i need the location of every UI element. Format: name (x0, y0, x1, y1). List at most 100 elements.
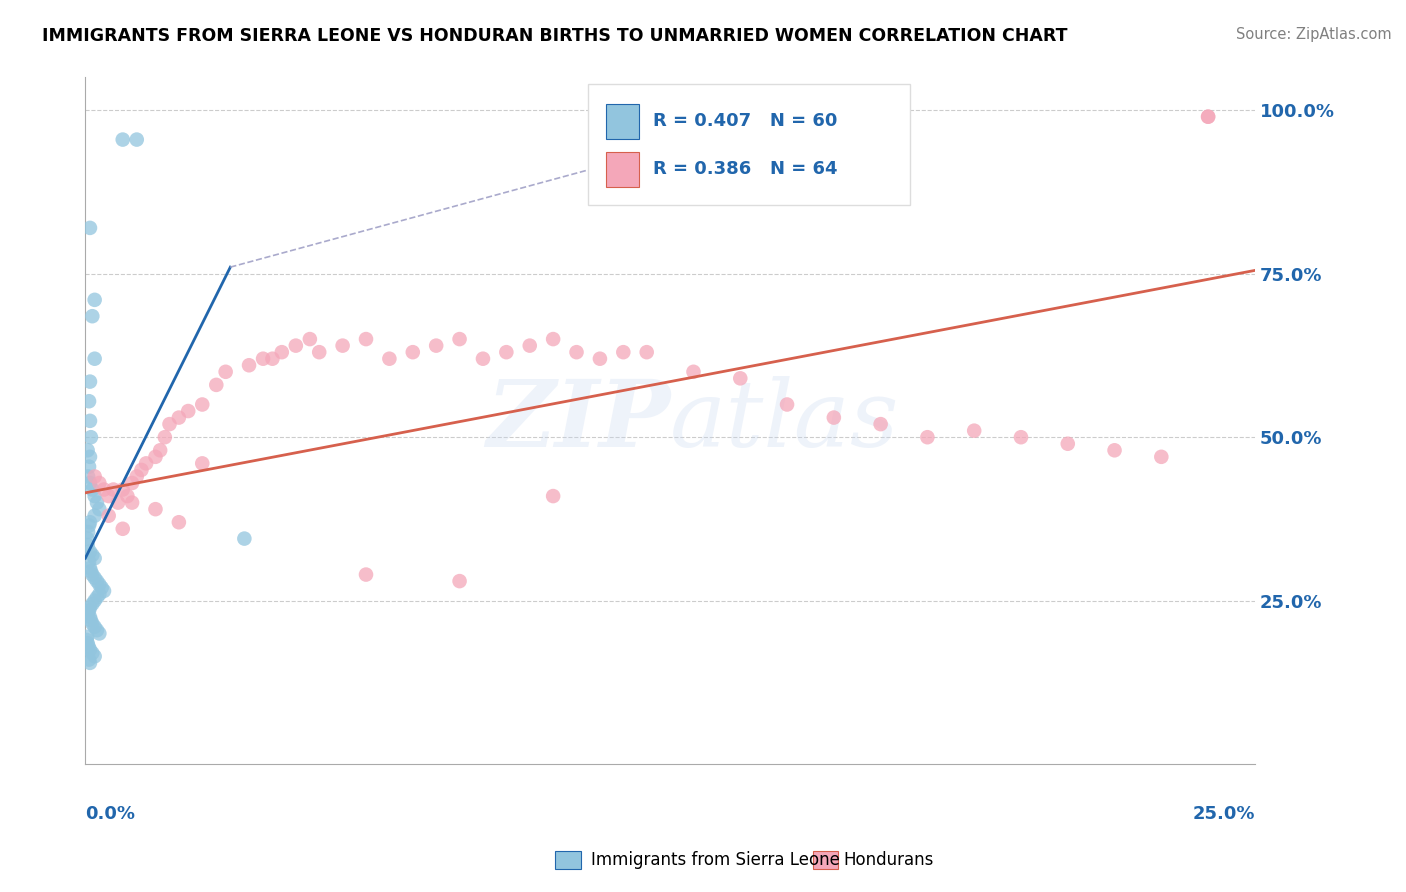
Point (79, 656, 101, 670)
Text: ZIP: ZIP (486, 376, 671, 466)
Point (121, 495, 143, 509)
Point (541, 332, 564, 346)
Text: Hondurans: Hondurans (844, 851, 934, 869)
Point (97, 489, 120, 503)
Point (80, 613, 103, 627)
Point (83, 649, 105, 664)
Point (869, 417, 891, 431)
Point (449, 332, 471, 346)
Point (519, 338, 541, 352)
Point (79, 515, 101, 529)
Point (262, 351, 284, 366)
Point (495, 345, 517, 359)
Point (79, 610, 101, 624)
Point (354, 332, 377, 346)
Point (79, 475, 101, 490)
Point (93, 583, 115, 598)
Point (472, 351, 495, 366)
Bar (606, 152, 638, 187)
Point (541, 489, 564, 503)
Point (93, 483, 115, 497)
Point (79, 544, 101, 558)
Point (89, 577, 111, 591)
Point (83, 293, 105, 307)
Point (111, 522, 134, 536)
Point (77, 518, 100, 533)
Point (77, 469, 100, 483)
Point (332, 338, 354, 352)
Point (823, 410, 845, 425)
Point (963, 424, 986, 438)
Text: 0.0%: 0.0% (86, 805, 135, 823)
Point (425, 338, 447, 352)
Point (167, 515, 190, 529)
Point (82, 567, 104, 582)
Point (298, 332, 321, 346)
Point (149, 443, 172, 458)
Text: R = 0.407   N = 60: R = 0.407 N = 60 (652, 112, 837, 130)
Point (103, 483, 125, 497)
Point (117, 489, 139, 503)
Point (776, 397, 799, 411)
Point (76, 632, 98, 647)
Point (82, 309, 104, 323)
Point (83, 571, 105, 585)
Point (86, 623, 108, 637)
Point (79, 561, 101, 575)
Point (82, 548, 104, 562)
Point (79, 450, 101, 464)
Point (214, 365, 236, 379)
Point (131, 463, 153, 477)
Point (167, 410, 190, 425)
Point (191, 456, 214, 470)
Point (589, 351, 612, 366)
Point (77, 524, 100, 539)
Point (270, 345, 292, 359)
Point (378, 351, 401, 366)
Point (89, 475, 111, 490)
Point (1150, 450, 1173, 464)
Point (238, 358, 260, 372)
Point (205, 377, 228, 392)
Point (82, 646, 104, 660)
Point (79, 220, 101, 235)
Point (111, 132, 134, 146)
Point (107, 495, 129, 509)
Point (145, 450, 167, 464)
Point (612, 345, 634, 359)
Point (308, 345, 330, 359)
Point (79, 414, 101, 428)
Point (682, 365, 704, 379)
Point (83, 508, 105, 523)
Point (125, 132, 148, 146)
Point (79, 600, 101, 615)
Point (77, 640, 100, 654)
Point (83, 593, 105, 607)
Point (86, 574, 108, 588)
Point (76, 532, 98, 546)
Point (135, 456, 157, 470)
Point (86, 495, 108, 509)
Point (252, 351, 274, 366)
Text: Source: ZipAtlas.com: Source: ZipAtlas.com (1236, 27, 1392, 42)
Point (83, 620, 105, 634)
Point (83, 469, 105, 483)
Point (80, 564, 103, 578)
Text: atlas: atlas (671, 376, 900, 466)
Point (145, 502, 167, 516)
Point (233, 532, 256, 546)
Bar (606, 103, 638, 139)
Point (86, 591, 108, 605)
Point (153, 430, 176, 444)
Point (177, 404, 200, 418)
Point (449, 574, 471, 588)
Point (76, 636, 98, 650)
Point (82, 616, 104, 631)
Point (402, 345, 425, 359)
Point (1104, 443, 1126, 458)
Point (77, 394, 100, 409)
Text: Immigrants from Sierra Leone: Immigrants from Sierra Leone (591, 851, 839, 869)
Point (125, 469, 148, 483)
Point (284, 338, 307, 352)
Point (76, 443, 98, 458)
